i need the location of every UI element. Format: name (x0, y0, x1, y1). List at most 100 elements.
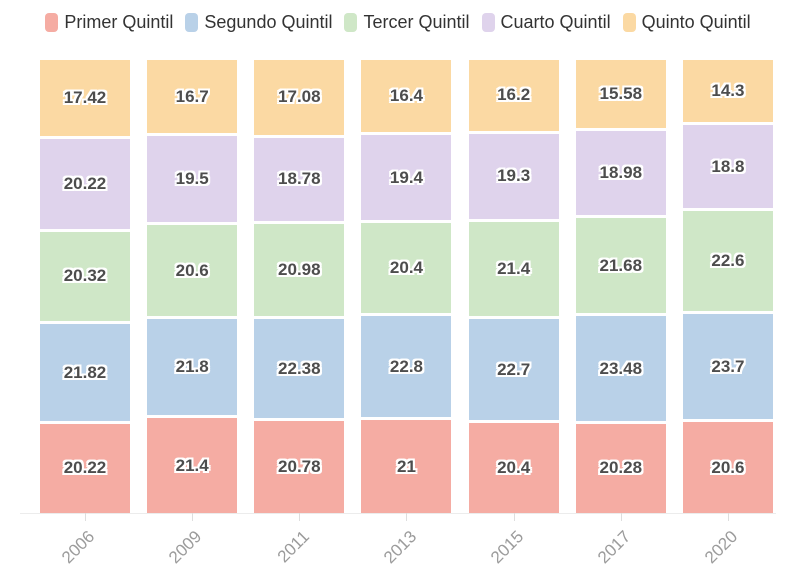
segment-value-label: 17.42 (63, 88, 107, 108)
segment-value-label: 20.32 (63, 266, 107, 286)
x-axis-tick (299, 513, 301, 521)
bar-segment-segundo-quintil-2015: 22.7 (468, 316, 559, 420)
x-axis-tick (192, 513, 194, 521)
legend-swatch-tercer-quintil (344, 12, 358, 32)
segment-value-label: 22.38 (278, 358, 321, 378)
segment-value-label: 18.78 (278, 169, 321, 189)
segment-value-label: 20.6 (711, 457, 745, 477)
segment-value-label: 21 (397, 456, 416, 476)
stacked-bar-chart: Primer Quintil Segundo Quintil Tercer Quin… (0, 10, 796, 567)
bar-column-2009: 21.4 21.8 20.6 19.5 16.7 2009 (147, 57, 238, 567)
bar-segment-segundo-quintil-2020: 23.7 (682, 311, 773, 420)
segment-value-label: 20.4 (389, 258, 424, 278)
bar-segment-cuarto-quintil-2006: 20.22 (40, 136, 130, 229)
segment-value-label: 21.68 (599, 255, 643, 275)
bar-column-2020: 20.6 23.7 22.6 18.8 14.3 2020 (682, 57, 773, 567)
bar-segment-primer-quintil-2020: 20.6 (682, 419, 773, 513)
segment-value-label: 20.28 (599, 458, 643, 478)
bar-segment-cuarto-quintil-2015: 19.3 (468, 130, 559, 219)
bar-segment-primer-quintil-2013: 21 (361, 417, 452, 513)
legend-label: Cuarto Quintil (500, 11, 611, 32)
bar-segment-quinto-quintil-2006: 17.42 (40, 57, 130, 137)
bar-segment-cuarto-quintil-2009: 19.5 (147, 133, 238, 223)
legend-label: Primer Quintil (64, 11, 174, 32)
legend-item-segundo-quintil: Segundo Quintil (185, 12, 332, 33)
segment-value-label: 21.4 (497, 259, 531, 279)
x-axis-label-2006: 2006 (58, 527, 99, 568)
segment-value-label: 23.7 (711, 356, 745, 376)
segment-value-label: 20.6 (175, 260, 209, 280)
x-axis-label-2013: 2013 (379, 527, 420, 568)
bar-segment-tercer-quintil-2017: 21.68 (575, 214, 666, 314)
bars-area: 20.22 21.82 20.32 20.22 17.42 2006 21.4 21.8 20.… (20, 57, 776, 567)
segment-value-label: 22.6 (711, 250, 745, 270)
segment-value-label: 20.22 (63, 174, 107, 194)
segment-value-label: 20.98 (278, 259, 321, 279)
legend-swatch-primer-quintil (45, 12, 59, 32)
segment-value-label: 19.5 (175, 169, 209, 189)
bar-segment-tercer-quintil-2011: 20.98 (254, 220, 345, 317)
bar-segment-quinto-quintil-2011: 17.08 (254, 57, 345, 135)
bar-segment-cuarto-quintil-2011: 18.78 (254, 134, 345, 221)
legend-item-primer-quintil: Primer Quintil (45, 12, 173, 33)
bar-segment-cuarto-quintil-2013: 19.4 (361, 131, 452, 221)
segment-value-label: 22.8 (389, 356, 424, 376)
segment-value-label: 17.08 (278, 87, 321, 107)
legend-label: Quinto Quintil (641, 11, 751, 32)
x-axis-label-2020: 2020 (701, 527, 742, 568)
segment-value-label: 14.3 (711, 81, 745, 101)
legend: Primer Quintil Segundo Quintil Tercer Quin… (0, 10, 796, 34)
x-axis-tick (513, 513, 515, 521)
x-axis-label-2017: 2017 (594, 527, 635, 568)
segment-value-label: 18.98 (599, 162, 643, 182)
bar-segment-segundo-quintil-2013: 22.8 (361, 313, 452, 418)
segment-value-label: 21.82 (63, 362, 107, 382)
bar-segment-quinto-quintil-2015: 16.2 (468, 57, 559, 131)
bar-column-2015: 20.4 22.7 21.4 19.3 16.2 2015 (468, 57, 559, 567)
bar-column-2011: 20.78 22.38 20.98 18.78 17.08 2011 (254, 57, 345, 566)
bar-segment-primer-quintil-2011: 20.78 (254, 418, 345, 513)
x-axis-tick (727, 513, 729, 521)
segment-value-label: 16.2 (497, 85, 531, 105)
x-axis-tick (85, 513, 86, 521)
bar-segment-segundo-quintil-2017: 23.48 (575, 313, 666, 421)
segment-value-label: 18.8 (711, 156, 745, 176)
x-axis-label-2015: 2015 (486, 527, 528, 568)
segment-value-label: 16.7 (175, 86, 209, 106)
legend-item-cuarto-quintil: Cuarto Quintil (481, 11, 611, 33)
bar-column-2013: 21 22.8 20.4 19.4 16.4 2013 (361, 57, 452, 567)
segment-value-label: 20.22 (63, 458, 107, 478)
bar-segment-cuarto-quintil-2017: 18.98 (575, 128, 666, 215)
segment-value-label: 21.4 (175, 455, 209, 475)
segment-value-label: 19.3 (497, 166, 531, 186)
legend-label: Segundo Quintil (204, 11, 333, 32)
plot-area: 20.22 21.82 20.32 20.22 17.42 2006 21.4 21.8 20.… (20, 57, 776, 567)
bar-segment-quinto-quintil-2020: 14.3 (682, 57, 773, 123)
bar-column-2006: 20.22 21.82 20.32 20.22 17.42 2006 (40, 57, 130, 567)
legend-item-quinto-quintil: Quinto Quintil (622, 11, 751, 33)
legend-swatch-quinto-quintil (622, 12, 636, 32)
bar-segment-segundo-quintil-2006: 21.82 (40, 321, 130, 421)
bar-segment-tercer-quintil-2020: 22.6 (682, 207, 773, 312)
x-axis-label-2009: 2009 (165, 527, 206, 568)
segment-value-label: 15.58 (599, 84, 643, 104)
segment-value-label: 19.4 (389, 167, 424, 187)
bar-segment-tercer-quintil-2006: 20.32 (40, 228, 130, 322)
segment-value-label: 22.7 (497, 359, 531, 379)
segment-value-label: 20.4 (497, 457, 531, 477)
bar-segment-segundo-quintil-2009: 21.8 (147, 316, 238, 416)
bar-segment-tercer-quintil-2015: 21.4 (468, 218, 559, 317)
segment-value-label: 16.4 (389, 85, 424, 105)
bar-segment-primer-quintil-2006: 20.22 (40, 420, 130, 513)
bar-segment-segundo-quintil-2011: 22.38 (254, 316, 345, 419)
bar-segment-quinto-quintil-2013: 16.4 (361, 57, 452, 132)
bar-segment-primer-quintil-2015: 20.4 (468, 419, 559, 513)
bar-segment-quinto-quintil-2009: 16.7 (147, 57, 238, 134)
bar-column-2017: 20.28 23.48 21.68 18.98 15.58 2017 (575, 57, 666, 567)
legend-item-tercer-quintil: Tercer Quintil (344, 12, 470, 33)
bar-segment-primer-quintil-2009: 21.4 (147, 415, 238, 513)
bar-segment-quinto-quintil-2017: 15.58 (575, 57, 666, 129)
bar-segment-cuarto-quintil-2020: 18.8 (682, 122, 773, 208)
x-axis-label-2011: 2011 (273, 527, 313, 567)
bar-segment-primer-quintil-2017: 20.28 (575, 420, 666, 513)
